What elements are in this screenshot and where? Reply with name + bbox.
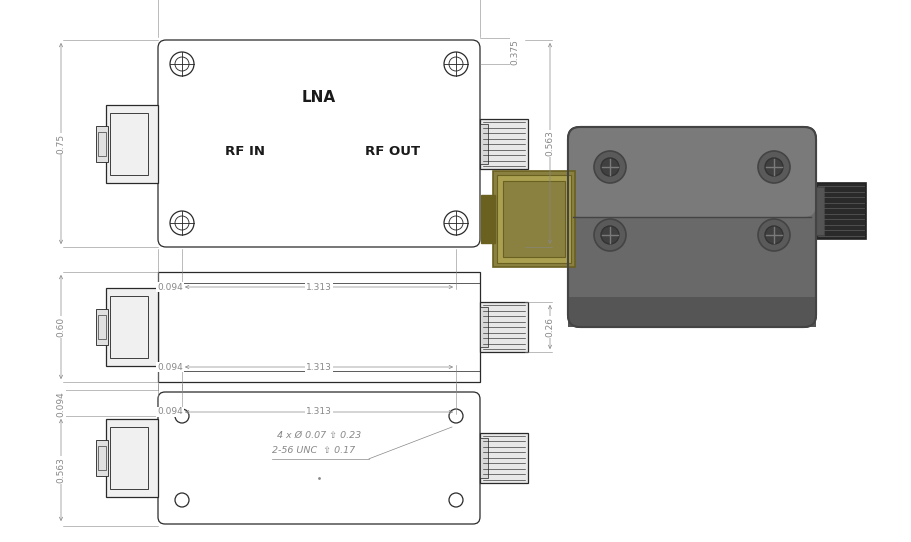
Bar — [479, 307, 487, 347]
Text: 0.75: 0.75 — [56, 133, 66, 153]
Text: 2-56 UNC  ⇧ 0.17: 2-56 UNC ⇧ 0.17 — [272, 446, 355, 455]
Bar — [158, 283, 479, 371]
FancyBboxPatch shape — [158, 40, 479, 247]
Bar — [97, 446, 106, 470]
Bar — [815, 183, 865, 239]
Bar — [815, 188, 824, 235]
Text: 1.313: 1.313 — [306, 363, 332, 371]
Bar — [106, 419, 158, 497]
Bar — [96, 126, 107, 162]
Bar — [493, 171, 574, 267]
Bar — [110, 427, 148, 489]
Bar — [479, 433, 527, 483]
Bar — [97, 132, 106, 156]
FancyBboxPatch shape — [568, 127, 815, 217]
Bar — [479, 119, 527, 169]
Text: LNA: LNA — [302, 91, 335, 106]
Text: 0.094: 0.094 — [157, 282, 183, 292]
Circle shape — [764, 226, 783, 244]
Circle shape — [593, 151, 625, 183]
Text: 0.375: 0.375 — [510, 39, 519, 65]
Bar — [568, 297, 815, 327]
Text: 0.094: 0.094 — [157, 363, 183, 371]
Text: 1.313: 1.313 — [306, 408, 332, 416]
FancyBboxPatch shape — [568, 127, 815, 327]
Bar — [96, 309, 107, 345]
Bar — [110, 296, 148, 358]
Text: 0.60: 0.60 — [56, 317, 66, 337]
Text: 0.563: 0.563 — [545, 131, 554, 157]
Bar — [479, 124, 487, 164]
Bar — [97, 315, 106, 339]
Text: 0.094: 0.094 — [157, 408, 183, 416]
Circle shape — [600, 158, 619, 176]
Bar — [110, 113, 148, 175]
Text: 0.563: 0.563 — [56, 457, 66, 483]
Bar — [503, 181, 565, 257]
Text: 0.094: 0.094 — [56, 391, 66, 417]
Bar — [96, 440, 107, 476]
FancyBboxPatch shape — [158, 392, 479, 524]
Bar — [479, 302, 527, 352]
Bar — [158, 272, 479, 382]
Bar — [106, 105, 158, 183]
Circle shape — [593, 219, 625, 251]
Bar — [496, 175, 570, 263]
Bar — [106, 288, 158, 366]
Circle shape — [757, 151, 789, 183]
Circle shape — [764, 158, 783, 176]
Text: RF IN: RF IN — [225, 145, 265, 158]
Circle shape — [600, 226, 619, 244]
Bar — [480, 195, 495, 243]
Text: 0.26: 0.26 — [545, 317, 554, 337]
Text: 1.313: 1.313 — [306, 282, 332, 292]
Bar — [479, 438, 487, 478]
Circle shape — [757, 219, 789, 251]
Text: RF OUT: RF OUT — [365, 145, 420, 158]
Text: 4 x Ø 0.07 ⇧ 0.23: 4 x Ø 0.07 ⇧ 0.23 — [277, 431, 361, 440]
